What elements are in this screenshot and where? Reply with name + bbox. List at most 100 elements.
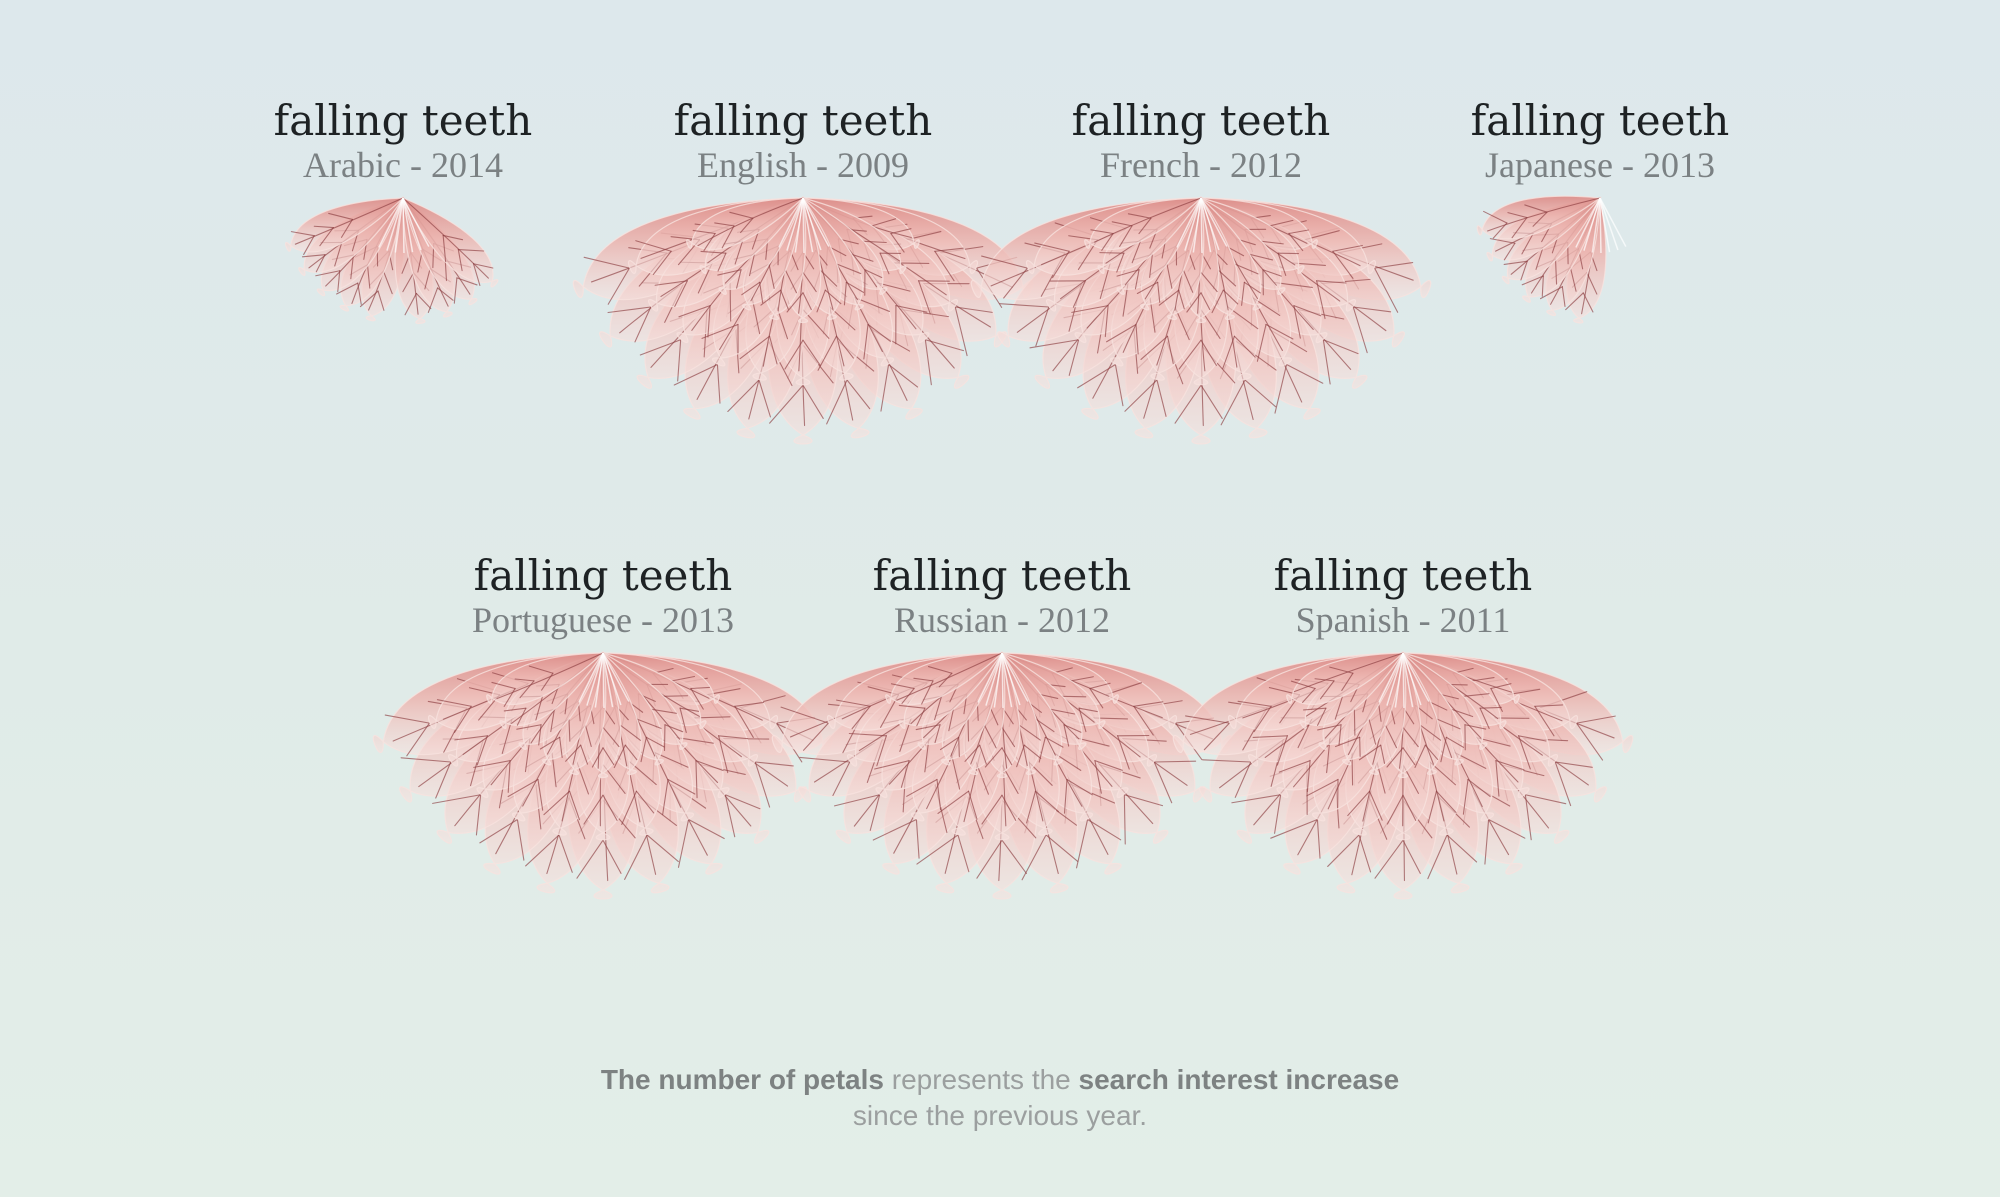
petal-hub-line <box>1583 197 1601 251</box>
petal-vein <box>724 794 736 838</box>
petal-vein <box>968 790 978 820</box>
petal-vein <box>1483 210 1508 224</box>
petal-hub-line <box>794 197 804 253</box>
petal-vein <box>937 790 970 814</box>
petal-vein <box>1492 222 1508 239</box>
petal-hub-line <box>586 652 604 706</box>
petal-vein <box>863 323 869 360</box>
petal-vein <box>1026 790 1036 824</box>
petal-vein <box>646 834 679 863</box>
petal-vein <box>457 249 463 272</box>
petal-vein <box>662 778 669 816</box>
petal-vein <box>851 253 874 262</box>
flower-language-year: Portuguese - 2013 <box>472 600 734 640</box>
petal-vein <box>939 736 960 751</box>
petal-vein <box>456 277 478 286</box>
petal-vein <box>1380 744 1386 764</box>
petal-vein <box>550 708 555 733</box>
petal-hub-line <box>802 197 830 247</box>
petal-vein <box>1117 735 1130 770</box>
petal-vein <box>867 323 891 342</box>
petal-vein <box>1520 260 1528 281</box>
petal-vein <box>718 735 749 740</box>
petal-vein <box>424 268 431 290</box>
petal-vein <box>479 818 518 844</box>
petal-vein <box>1234 263 1259 275</box>
petal <box>885 652 1004 705</box>
petal-vein <box>1535 247 1544 270</box>
petal-vein <box>444 260 448 282</box>
petal-vein <box>1479 707 1490 730</box>
petal-vein <box>758 379 771 418</box>
petal-vein <box>769 335 778 365</box>
petal-hub-line <box>1176 197 1202 248</box>
petal-vein <box>918 280 931 315</box>
petal-vein <box>760 289 782 306</box>
petal-vein <box>1116 252 1125 273</box>
petal-vein <box>404 292 417 316</box>
petal-vein <box>934 250 955 282</box>
petal-vein <box>846 379 871 410</box>
petal-vein <box>336 282 359 295</box>
petal-vein <box>964 744 981 762</box>
petal-hub-line <box>802 197 805 254</box>
petal-vein <box>1174 384 1202 424</box>
petal-vein <box>1063 724 1082 733</box>
petal-vein <box>1347 790 1371 817</box>
caption-line-1: The number of petals represents the sear… <box>0 1062 2000 1098</box>
petal-vein <box>1518 735 1531 770</box>
petal-vein <box>1524 204 1548 213</box>
petal-vein <box>1001 726 1016 748</box>
petal-vein <box>927 666 953 674</box>
petal-vein <box>890 228 912 235</box>
petal-vein <box>913 677 934 682</box>
petal-hub-line <box>1599 197 1602 254</box>
petal-vein <box>954 306 993 313</box>
flower-language-year: English - 2009 <box>697 145 909 185</box>
petal-vein <box>718 735 729 774</box>
petal-vein <box>976 839 1003 879</box>
petal-vein <box>869 794 881 831</box>
petal-vein <box>1332 244 1363 252</box>
petal-vein <box>1182 269 1194 293</box>
petal-vein <box>1034 790 1059 813</box>
petal-vein <box>654 280 688 286</box>
petal-hub-line <box>1591 197 1601 253</box>
petal-vein <box>1503 260 1528 265</box>
petal-vein <box>1327 834 1360 867</box>
petal-vein <box>1153 760 1197 763</box>
petal-vein <box>491 681 516 690</box>
petal-vein <box>1402 726 1419 748</box>
petal-vein <box>538 724 542 746</box>
petal-hub-line <box>386 197 404 251</box>
petal-vein <box>1436 718 1461 730</box>
petal-vein <box>678 305 711 318</box>
petal-vein <box>1489 238 1516 244</box>
petal-vein <box>1200 384 1223 419</box>
petal-vein <box>1070 676 1094 682</box>
petal-vein <box>496 652 604 700</box>
petal-vein <box>580 744 589 765</box>
petal-vein <box>1003 267 1028 299</box>
petal-hub-line <box>1001 652 1013 708</box>
petal-vein <box>843 281 847 306</box>
petal-vein <box>1035 306 1050 347</box>
petal-vein <box>1329 666 1354 674</box>
petal-vein <box>1384 724 1398 749</box>
petal-vein <box>876 735 887 767</box>
petal-vein <box>1068 339 1080 376</box>
petal-vein <box>525 834 560 867</box>
caption-line-2: since the previous year. <box>852 1100 1148 1131</box>
petal-vein <box>1076 818 1089 869</box>
petal-vein <box>1016 744 1025 768</box>
petal-vein <box>729 211 754 219</box>
petal-vein <box>1541 275 1544 297</box>
petal-vein <box>671 675 696 682</box>
petal-vein <box>714 222 735 227</box>
petal-vein <box>1565 292 1584 311</box>
petal-vein <box>717 252 727 272</box>
